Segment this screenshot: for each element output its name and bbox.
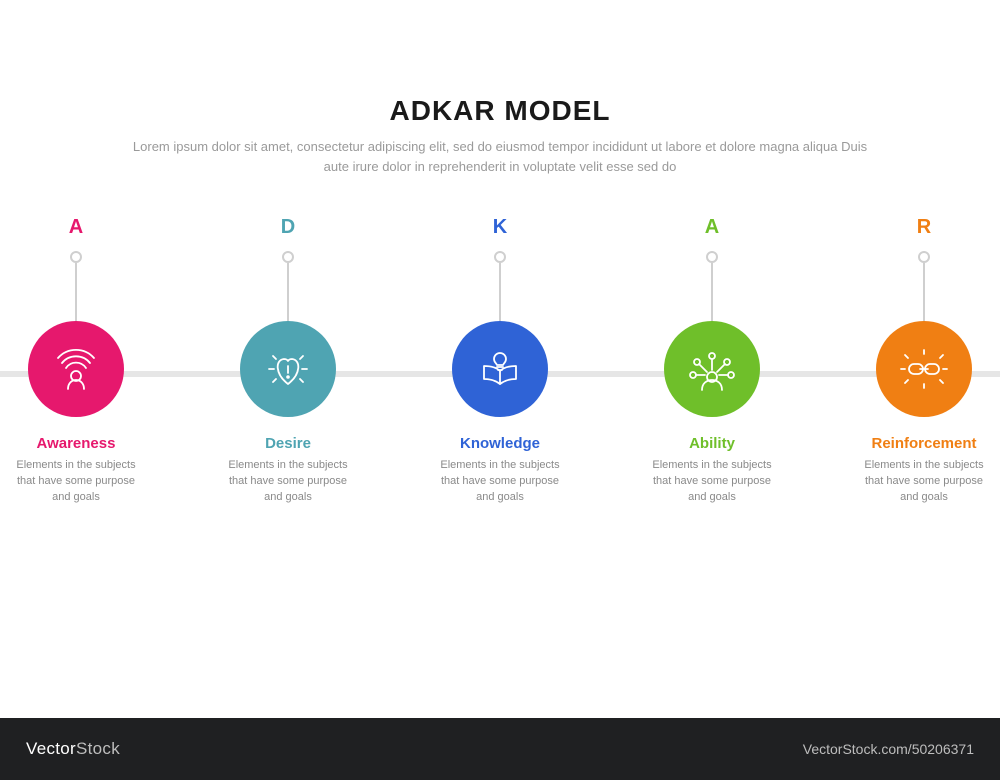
timeline: A Awareness Elements in the subjects tha… bbox=[0, 216, 1000, 576]
pin-dot bbox=[494, 251, 506, 263]
step-circle bbox=[876, 321, 972, 417]
step-3: K Knowledge Elements in the subjects tha… bbox=[430, 216, 570, 506]
step-letter: D bbox=[281, 216, 295, 239]
pin-dot bbox=[706, 251, 718, 263]
pin-dot bbox=[918, 251, 930, 263]
step-title: Reinforcement bbox=[871, 435, 976, 452]
vertical-line bbox=[923, 263, 925, 321]
step-circle bbox=[240, 321, 336, 417]
step-desc: Elements in the subjects that have some … bbox=[435, 458, 565, 506]
step-circle bbox=[28, 321, 124, 417]
awareness-icon bbox=[51, 344, 101, 394]
step-desc: Elements in the subjects that have some … bbox=[859, 458, 989, 506]
pin-dot bbox=[70, 251, 82, 263]
step-5: R Reinforcement Elements in the subjects… bbox=[854, 216, 994, 506]
header: ADKAR MODEL Lorem ipsum dolor sit amet, … bbox=[0, 0, 1000, 176]
steps-row: A Awareness Elements in the subjects tha… bbox=[0, 216, 1000, 506]
step-title: Awareness bbox=[37, 435, 116, 452]
step-title: Ability bbox=[689, 435, 735, 452]
pin-dot bbox=[282, 251, 294, 263]
vertical-line bbox=[75, 263, 77, 321]
step-desc: Elements in the subjects that have some … bbox=[11, 458, 141, 506]
ability-icon bbox=[687, 344, 737, 394]
step-4: A Ability Elements in the subjects that … bbox=[642, 216, 782, 506]
brand-logo: VectorStock bbox=[26, 739, 120, 759]
step-letter: R bbox=[917, 216, 931, 239]
step-desc: Elements in the subjects that have some … bbox=[223, 458, 353, 506]
step-letter: A bbox=[69, 216, 83, 239]
vertical-line bbox=[287, 263, 289, 321]
reinforcement-icon bbox=[899, 344, 949, 394]
vertical-line bbox=[499, 263, 501, 321]
page-title: ADKAR MODEL bbox=[0, 95, 1000, 127]
step-desc: Elements in the subjects that have some … bbox=[647, 458, 777, 506]
brand-part2: Stock bbox=[76, 739, 120, 759]
step-title: Knowledge bbox=[460, 435, 540, 452]
footer-bar: VectorStock VectorStock.com/50206371 bbox=[0, 718, 1000, 780]
step-letter: A bbox=[705, 216, 719, 239]
step-circle bbox=[664, 321, 760, 417]
brand-part1: Vector bbox=[26, 739, 76, 759]
desire-icon bbox=[263, 344, 313, 394]
footer-id: VectorStock.com/50206371 bbox=[803, 741, 974, 757]
step-letter: K bbox=[493, 216, 507, 239]
step-title: Desire bbox=[265, 435, 311, 452]
vertical-line bbox=[711, 263, 713, 321]
knowledge-icon bbox=[475, 344, 525, 394]
step-2: D Desire Elements in the subjects that h… bbox=[218, 216, 358, 506]
step-1: A Awareness Elements in the subjects tha… bbox=[6, 216, 146, 506]
step-circle bbox=[452, 321, 548, 417]
page-subtitle: Lorem ipsum dolor sit amet, consectetur … bbox=[130, 137, 870, 176]
